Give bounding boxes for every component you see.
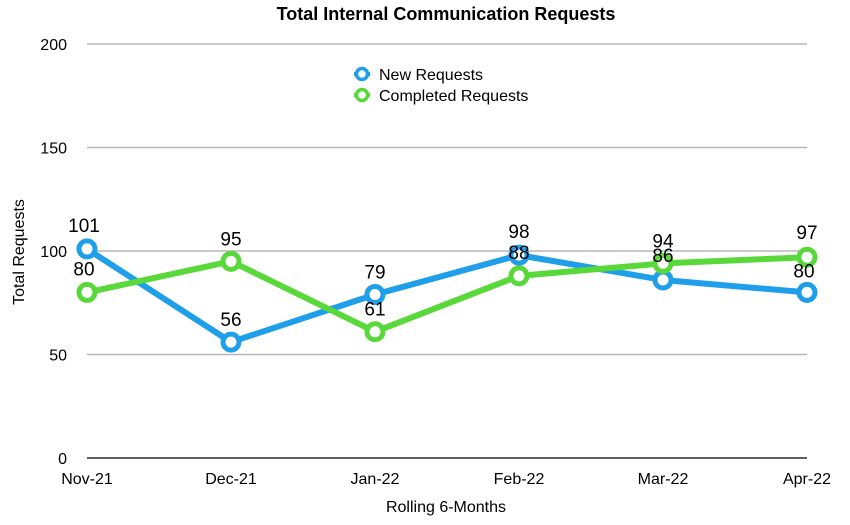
x-tick-label: Mar-22 xyxy=(638,471,689,488)
data-point xyxy=(220,250,242,272)
data-label: 56 xyxy=(220,310,241,331)
data-label: 95 xyxy=(220,229,241,250)
data-point xyxy=(796,281,818,303)
data-point xyxy=(76,281,98,303)
data-labels: 101 56 79 98 86 80 80 95 61 88 94 97 xyxy=(68,216,817,331)
data-label: 79 xyxy=(364,262,385,283)
x-axis-ticks: Nov-21 Dec-21 Jan-22 Feb-22 Mar-22 Apr-22 xyxy=(61,471,831,488)
x-tick-label: Jan-22 xyxy=(351,471,400,488)
data-label: 86 xyxy=(652,246,673,267)
legend-item-completed-requests: Completed Requests xyxy=(354,87,528,105)
legend-label: Completed Requests xyxy=(379,88,528,105)
x-tick-label: Apr-22 xyxy=(783,471,831,488)
y-tick-label: 100 xyxy=(40,244,67,261)
legend-marker xyxy=(354,87,370,103)
series-group xyxy=(76,238,818,353)
x-axis-title: Rolling 6-Months xyxy=(386,499,506,516)
data-label: 61 xyxy=(364,300,385,321)
data-label: 88 xyxy=(508,243,529,264)
grid-lines xyxy=(87,43,807,459)
data-point xyxy=(220,331,242,353)
legend: New Requests Completed Requests xyxy=(354,66,528,105)
data-label: 80 xyxy=(793,261,814,282)
y-tick-label: 50 xyxy=(49,348,67,365)
data-label: 98 xyxy=(508,222,529,243)
legend-label: New Requests xyxy=(379,67,483,84)
data-point xyxy=(364,283,386,305)
data-point xyxy=(364,321,386,343)
y-axis-title: Total Requests xyxy=(11,199,28,305)
y-tick-label: 0 xyxy=(58,451,67,468)
data-label: 80 xyxy=(73,259,94,280)
y-axis-ticks: 0 50 100 150 200 xyxy=(40,37,67,468)
y-tick-label: 200 xyxy=(40,37,67,54)
x-tick-label: Dec-21 xyxy=(205,471,257,488)
data-label: 94 xyxy=(652,231,674,252)
y-tick-label: 150 xyxy=(40,141,67,158)
data-point xyxy=(652,252,674,274)
series-line-new-requests xyxy=(84,245,810,346)
data-label: 97 xyxy=(796,223,817,244)
legend-item-new-requests: New Requests xyxy=(354,66,483,84)
series-line-completed-requests xyxy=(84,254,810,335)
data-point xyxy=(796,246,818,268)
x-tick-label: Feb-22 xyxy=(494,471,545,488)
data-point xyxy=(76,238,98,260)
legend-marker xyxy=(354,66,370,82)
x-tick-label: Nov-21 xyxy=(61,471,113,488)
data-label: 101 xyxy=(68,216,100,237)
data-point xyxy=(652,269,674,291)
data-point xyxy=(508,244,530,266)
data-point xyxy=(508,265,530,287)
chart-title: Total Internal Communication Requests xyxy=(277,4,616,24)
